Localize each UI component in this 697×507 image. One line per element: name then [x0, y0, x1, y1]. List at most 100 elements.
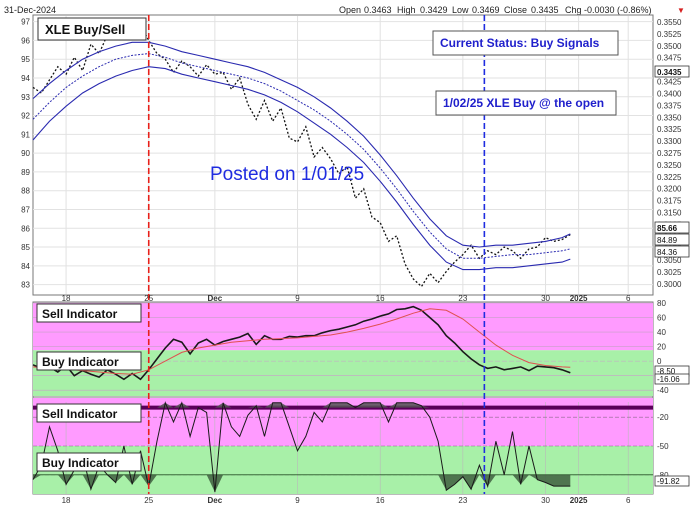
p3-value-tag-box [654, 475, 690, 487]
x-tick-label-top: 2025 [570, 294, 588, 303]
value-tag-text: 84.36 [657, 248, 678, 257]
x-tick-label-bottom: 6 [626, 496, 631, 505]
y-left-tick-label: 88 [21, 187, 30, 196]
value-tag-box [654, 233, 690, 246]
header-chg-label: Chg [565, 5, 582, 15]
oscillator-series [32, 401, 571, 493]
chart-title: XLE Buy/Sell [45, 22, 125, 37]
buy-indicator-1-box [36, 351, 142, 371]
p2-y-tick-label: 80 [657, 299, 666, 308]
y-right-tick-label: 0.3050 [657, 256, 682, 265]
p3-y-tick-label: -20 [657, 413, 669, 422]
sell-indicator-2-label: Sell Indicator [42, 407, 118, 421]
marker-layer [147, 15, 486, 494]
y-left-tick-label: 86 [21, 224, 30, 233]
y-left-tick-label: 83 [21, 281, 30, 290]
y-left-tick-label: 91 [21, 130, 30, 139]
buy-note-box [435, 90, 617, 116]
y-left-tick-label: 97 [21, 18, 30, 27]
y-right-tick-label: 0.3525 [657, 30, 682, 39]
x-tick-label-bottom: Dec [208, 496, 223, 505]
x-tick-label-bottom: 18 [62, 496, 71, 505]
middle-band-series [32, 53, 571, 259]
sell-indicator-1-box [36, 303, 142, 323]
header-high-label: High [397, 5, 416, 15]
y-right-tick-label: 0.3225 [657, 173, 682, 182]
p3-y-tick-label: -50 [657, 442, 669, 451]
x-tick-label-top: 25 [144, 294, 153, 303]
value-tag-box [654, 221, 690, 234]
y-left-tick-label: 94 [21, 74, 30, 83]
sell-indicator-2-box [36, 403, 142, 423]
y-right-tick-label: 0.3475 [657, 54, 682, 63]
y-right-tick-label: 0.3175 [657, 197, 682, 206]
y-right-tick-label: 0.3150 [657, 209, 682, 218]
posted-text: Posted on 1/01/25 [210, 164, 364, 185]
buy-indicator-1-label: Buy Indicator [42, 355, 119, 369]
header-chg: -0.0030 (-0.86%) [584, 5, 652, 15]
y-right-tick-label: 0.3025 [657, 268, 682, 277]
x-tick-label-top: 23 [458, 294, 467, 303]
axis-layer: 8384858687888990919293949596970.30000.30… [21, 18, 690, 505]
x-tick-label-bottom: 23 [458, 496, 467, 505]
p2-y-tick-label: -40 [657, 386, 669, 395]
y-left-tick-label: 92 [21, 112, 30, 121]
lower-band-series [32, 66, 571, 271]
p3-y-tick-label: -80 [657, 471, 669, 480]
header-low: 0.3469 [472, 5, 500, 15]
x-tick-label-top: 30 [541, 294, 550, 303]
p2-y-tick-label: 20 [657, 343, 666, 352]
y-right-tick-label: 0.3350 [657, 113, 682, 122]
x-tick-label-bottom: 25 [144, 496, 153, 505]
p3-value-tag-text: -91.82 [657, 477, 680, 486]
y-left-tick-label: 85 [21, 243, 30, 252]
y-left-tick-label: 93 [21, 93, 30, 102]
x-tick-label-bottom: 9 [295, 496, 300, 505]
header-open-label: Open [339, 5, 361, 15]
header-close: 0.3435 [531, 5, 559, 15]
title-box [37, 17, 147, 41]
x-tick-label-top: 16 [376, 294, 385, 303]
buy-indicator-2-box [36, 452, 142, 472]
header-close-label: Close [504, 5, 527, 15]
value-tag-text: 0.3435 [657, 68, 682, 77]
buy-fill-area [33, 474, 571, 493]
x-tick-label-top: 6 [626, 294, 631, 303]
x-tick-label-bottom: 16 [376, 496, 385, 505]
buy-indicator-2-label: Buy Indicator [42, 456, 119, 470]
y-left-tick-label: 95 [21, 55, 30, 64]
header-low-label: Low [452, 5, 469, 15]
status-text: Current Status: Buy Signals [440, 36, 600, 50]
y-right-tick-label: 0.3325 [657, 125, 682, 134]
price-series [32, 20, 571, 288]
y-right-tick-label: 0.3000 [657, 280, 682, 289]
y-right-tick-label: 0.3400 [657, 89, 682, 98]
value-tag-box [654, 245, 690, 258]
y-right-tick-label: 0.3550 [657, 18, 682, 27]
y-left-tick-label: 96 [21, 36, 30, 45]
annotation-layer: XLE Buy/Sell Current Status: Buy Signals… [36, 17, 619, 472]
price-panel [32, 14, 654, 296]
y-left-tick-label: 90 [21, 149, 30, 158]
y-right-tick-label: 0.3275 [657, 149, 682, 158]
header-bar: 31-Dec-2024 Open 0.3463 High 0.3429 Low … [4, 5, 685, 15]
y-right-tick-label: 0.3300 [657, 137, 682, 146]
y-right-tick-label: 0.3200 [657, 185, 682, 194]
p2-value-tag-box [654, 373, 690, 385]
y-left-tick-label: 84 [21, 262, 30, 271]
p2-y-tick-label: 0 [657, 357, 662, 366]
p2-y-tick-label: 40 [657, 328, 666, 337]
x-tick-label-bottom: 30 [541, 496, 550, 505]
p2-y-tick-label: 60 [657, 314, 666, 323]
y-right-tick-label: 0.3250 [657, 161, 682, 170]
header-open: 0.3463 [364, 5, 392, 15]
x-tick-label-bottom: 2025 [570, 496, 588, 505]
sell-indicator-1-label: Sell Indicator [42, 307, 118, 321]
buy-note-text: 1/02/25 XLE Buy @ the open [443, 96, 604, 110]
signal-series [32, 308, 571, 375]
y-left-tick-label: 87 [21, 205, 30, 214]
y-right-tick-label: 0.3425 [657, 78, 682, 87]
header-chg-marker: ▼ [677, 6, 685, 15]
y-right-tick-label: 0.3500 [657, 42, 682, 51]
